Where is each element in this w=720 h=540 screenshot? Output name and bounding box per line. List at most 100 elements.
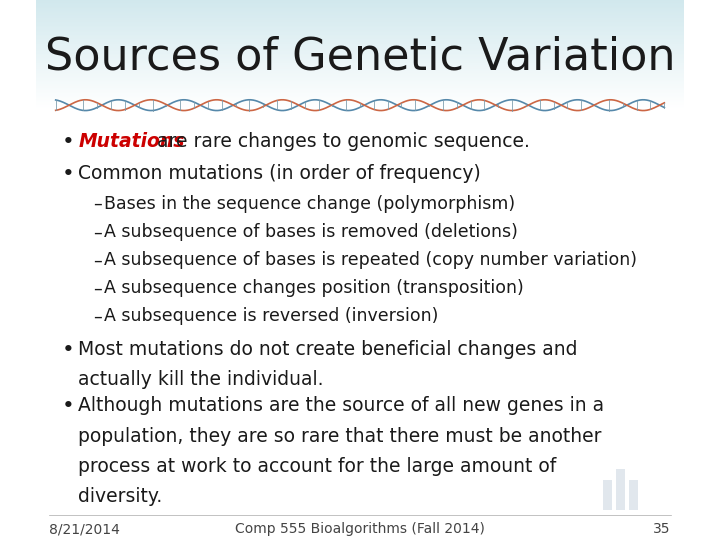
FancyBboxPatch shape bbox=[36, 63, 684, 65]
FancyBboxPatch shape bbox=[36, 101, 684, 103]
FancyBboxPatch shape bbox=[36, 1, 684, 3]
Text: are rare changes to genomic sequence.: are rare changes to genomic sequence. bbox=[151, 132, 530, 151]
Text: 35: 35 bbox=[653, 522, 671, 536]
FancyBboxPatch shape bbox=[36, 24, 684, 25]
FancyBboxPatch shape bbox=[36, 96, 684, 97]
FancyBboxPatch shape bbox=[36, 52, 684, 54]
FancyBboxPatch shape bbox=[36, 33, 684, 35]
Text: Common mutations (in order of frequency): Common mutations (in order of frequency) bbox=[78, 165, 481, 184]
FancyBboxPatch shape bbox=[36, 43, 684, 44]
FancyBboxPatch shape bbox=[36, 93, 684, 94]
FancyBboxPatch shape bbox=[36, 27, 684, 28]
Text: population, they are so rare that there must be another: population, they are so rare that there … bbox=[78, 427, 602, 446]
FancyBboxPatch shape bbox=[36, 15, 684, 16]
FancyBboxPatch shape bbox=[36, 81, 684, 82]
Text: diversity.: diversity. bbox=[78, 487, 163, 506]
FancyBboxPatch shape bbox=[36, 68, 684, 69]
FancyBboxPatch shape bbox=[36, 66, 684, 68]
FancyBboxPatch shape bbox=[36, 97, 684, 98]
Text: Comp 555 Bioalgorithms (Fall 2014): Comp 555 Bioalgorithms (Fall 2014) bbox=[235, 522, 485, 536]
FancyBboxPatch shape bbox=[36, 47, 684, 49]
FancyBboxPatch shape bbox=[36, 25, 684, 27]
FancyBboxPatch shape bbox=[36, 98, 684, 100]
Text: –: – bbox=[93, 223, 102, 241]
FancyBboxPatch shape bbox=[36, 50, 684, 51]
FancyBboxPatch shape bbox=[36, 76, 684, 77]
FancyBboxPatch shape bbox=[36, 12, 684, 14]
FancyBboxPatch shape bbox=[36, 104, 684, 105]
FancyBboxPatch shape bbox=[36, 58, 684, 59]
FancyBboxPatch shape bbox=[36, 90, 684, 92]
FancyBboxPatch shape bbox=[36, 9, 684, 11]
Text: –: – bbox=[93, 195, 102, 213]
Text: A subsequence changes position (transposition): A subsequence changes position (transpos… bbox=[104, 279, 524, 298]
FancyBboxPatch shape bbox=[36, 22, 684, 23]
Text: •: • bbox=[62, 340, 75, 360]
FancyBboxPatch shape bbox=[36, 30, 684, 31]
FancyBboxPatch shape bbox=[36, 40, 684, 42]
Text: –: – bbox=[93, 307, 102, 326]
FancyBboxPatch shape bbox=[36, 5, 684, 6]
FancyBboxPatch shape bbox=[36, 23, 684, 24]
FancyBboxPatch shape bbox=[36, 20, 684, 22]
FancyBboxPatch shape bbox=[36, 103, 684, 104]
FancyBboxPatch shape bbox=[36, 82, 684, 84]
FancyBboxPatch shape bbox=[36, 85, 684, 86]
FancyBboxPatch shape bbox=[36, 69, 684, 70]
FancyBboxPatch shape bbox=[629, 480, 638, 510]
FancyBboxPatch shape bbox=[36, 36, 684, 38]
FancyBboxPatch shape bbox=[36, 57, 684, 58]
FancyBboxPatch shape bbox=[36, 11, 684, 12]
FancyBboxPatch shape bbox=[36, 17, 684, 19]
FancyBboxPatch shape bbox=[36, 54, 684, 55]
FancyBboxPatch shape bbox=[36, 59, 684, 60]
FancyBboxPatch shape bbox=[36, 105, 684, 106]
FancyBboxPatch shape bbox=[36, 28, 684, 30]
FancyBboxPatch shape bbox=[36, 106, 684, 108]
FancyBboxPatch shape bbox=[36, 16, 684, 17]
FancyBboxPatch shape bbox=[36, 79, 684, 81]
FancyBboxPatch shape bbox=[36, 65, 684, 66]
FancyBboxPatch shape bbox=[36, 78, 684, 79]
FancyBboxPatch shape bbox=[36, 39, 684, 40]
FancyBboxPatch shape bbox=[36, 89, 684, 90]
Text: process at work to account for the large amount of: process at work to account for the large… bbox=[78, 457, 557, 476]
FancyBboxPatch shape bbox=[36, 74, 684, 76]
Text: A subsequence is reversed (inversion): A subsequence is reversed (inversion) bbox=[104, 307, 438, 326]
FancyBboxPatch shape bbox=[36, 38, 684, 39]
Text: Sources of Genetic Variation: Sources of Genetic Variation bbox=[45, 35, 675, 78]
Text: –: – bbox=[93, 279, 102, 298]
FancyBboxPatch shape bbox=[616, 469, 625, 510]
FancyBboxPatch shape bbox=[36, 46, 684, 47]
Text: actually kill the individual.: actually kill the individual. bbox=[78, 370, 324, 389]
Text: Although mutations are the source of all new genes in a: Although mutations are the source of all… bbox=[78, 396, 605, 415]
FancyBboxPatch shape bbox=[36, 49, 684, 50]
Text: •: • bbox=[62, 396, 75, 416]
FancyBboxPatch shape bbox=[36, 87, 684, 89]
FancyBboxPatch shape bbox=[36, 84, 684, 85]
FancyBboxPatch shape bbox=[36, 100, 684, 101]
FancyBboxPatch shape bbox=[36, 92, 684, 93]
FancyBboxPatch shape bbox=[36, 77, 684, 78]
FancyBboxPatch shape bbox=[36, 86, 684, 87]
Text: •: • bbox=[62, 165, 75, 185]
Text: Bases in the sequence change (polymorphism): Bases in the sequence change (polymorphi… bbox=[104, 195, 516, 213]
Text: Mutations: Mutations bbox=[78, 132, 185, 151]
Text: A subsequence of bases is removed (deletions): A subsequence of bases is removed (delet… bbox=[104, 223, 518, 241]
FancyBboxPatch shape bbox=[36, 35, 684, 36]
FancyBboxPatch shape bbox=[36, 71, 684, 73]
Text: •: • bbox=[62, 132, 75, 152]
FancyBboxPatch shape bbox=[603, 480, 612, 510]
FancyBboxPatch shape bbox=[36, 94, 684, 96]
FancyBboxPatch shape bbox=[36, 32, 684, 33]
Text: A subsequence of bases is repeated (copy number variation): A subsequence of bases is repeated (copy… bbox=[104, 251, 637, 269]
FancyBboxPatch shape bbox=[36, 4, 684, 5]
FancyBboxPatch shape bbox=[36, 62, 684, 63]
Text: –: – bbox=[93, 251, 102, 269]
FancyBboxPatch shape bbox=[36, 108, 684, 539]
FancyBboxPatch shape bbox=[36, 6, 684, 8]
FancyBboxPatch shape bbox=[36, 73, 684, 74]
FancyBboxPatch shape bbox=[36, 60, 684, 62]
FancyBboxPatch shape bbox=[36, 19, 684, 20]
FancyBboxPatch shape bbox=[36, 14, 684, 15]
